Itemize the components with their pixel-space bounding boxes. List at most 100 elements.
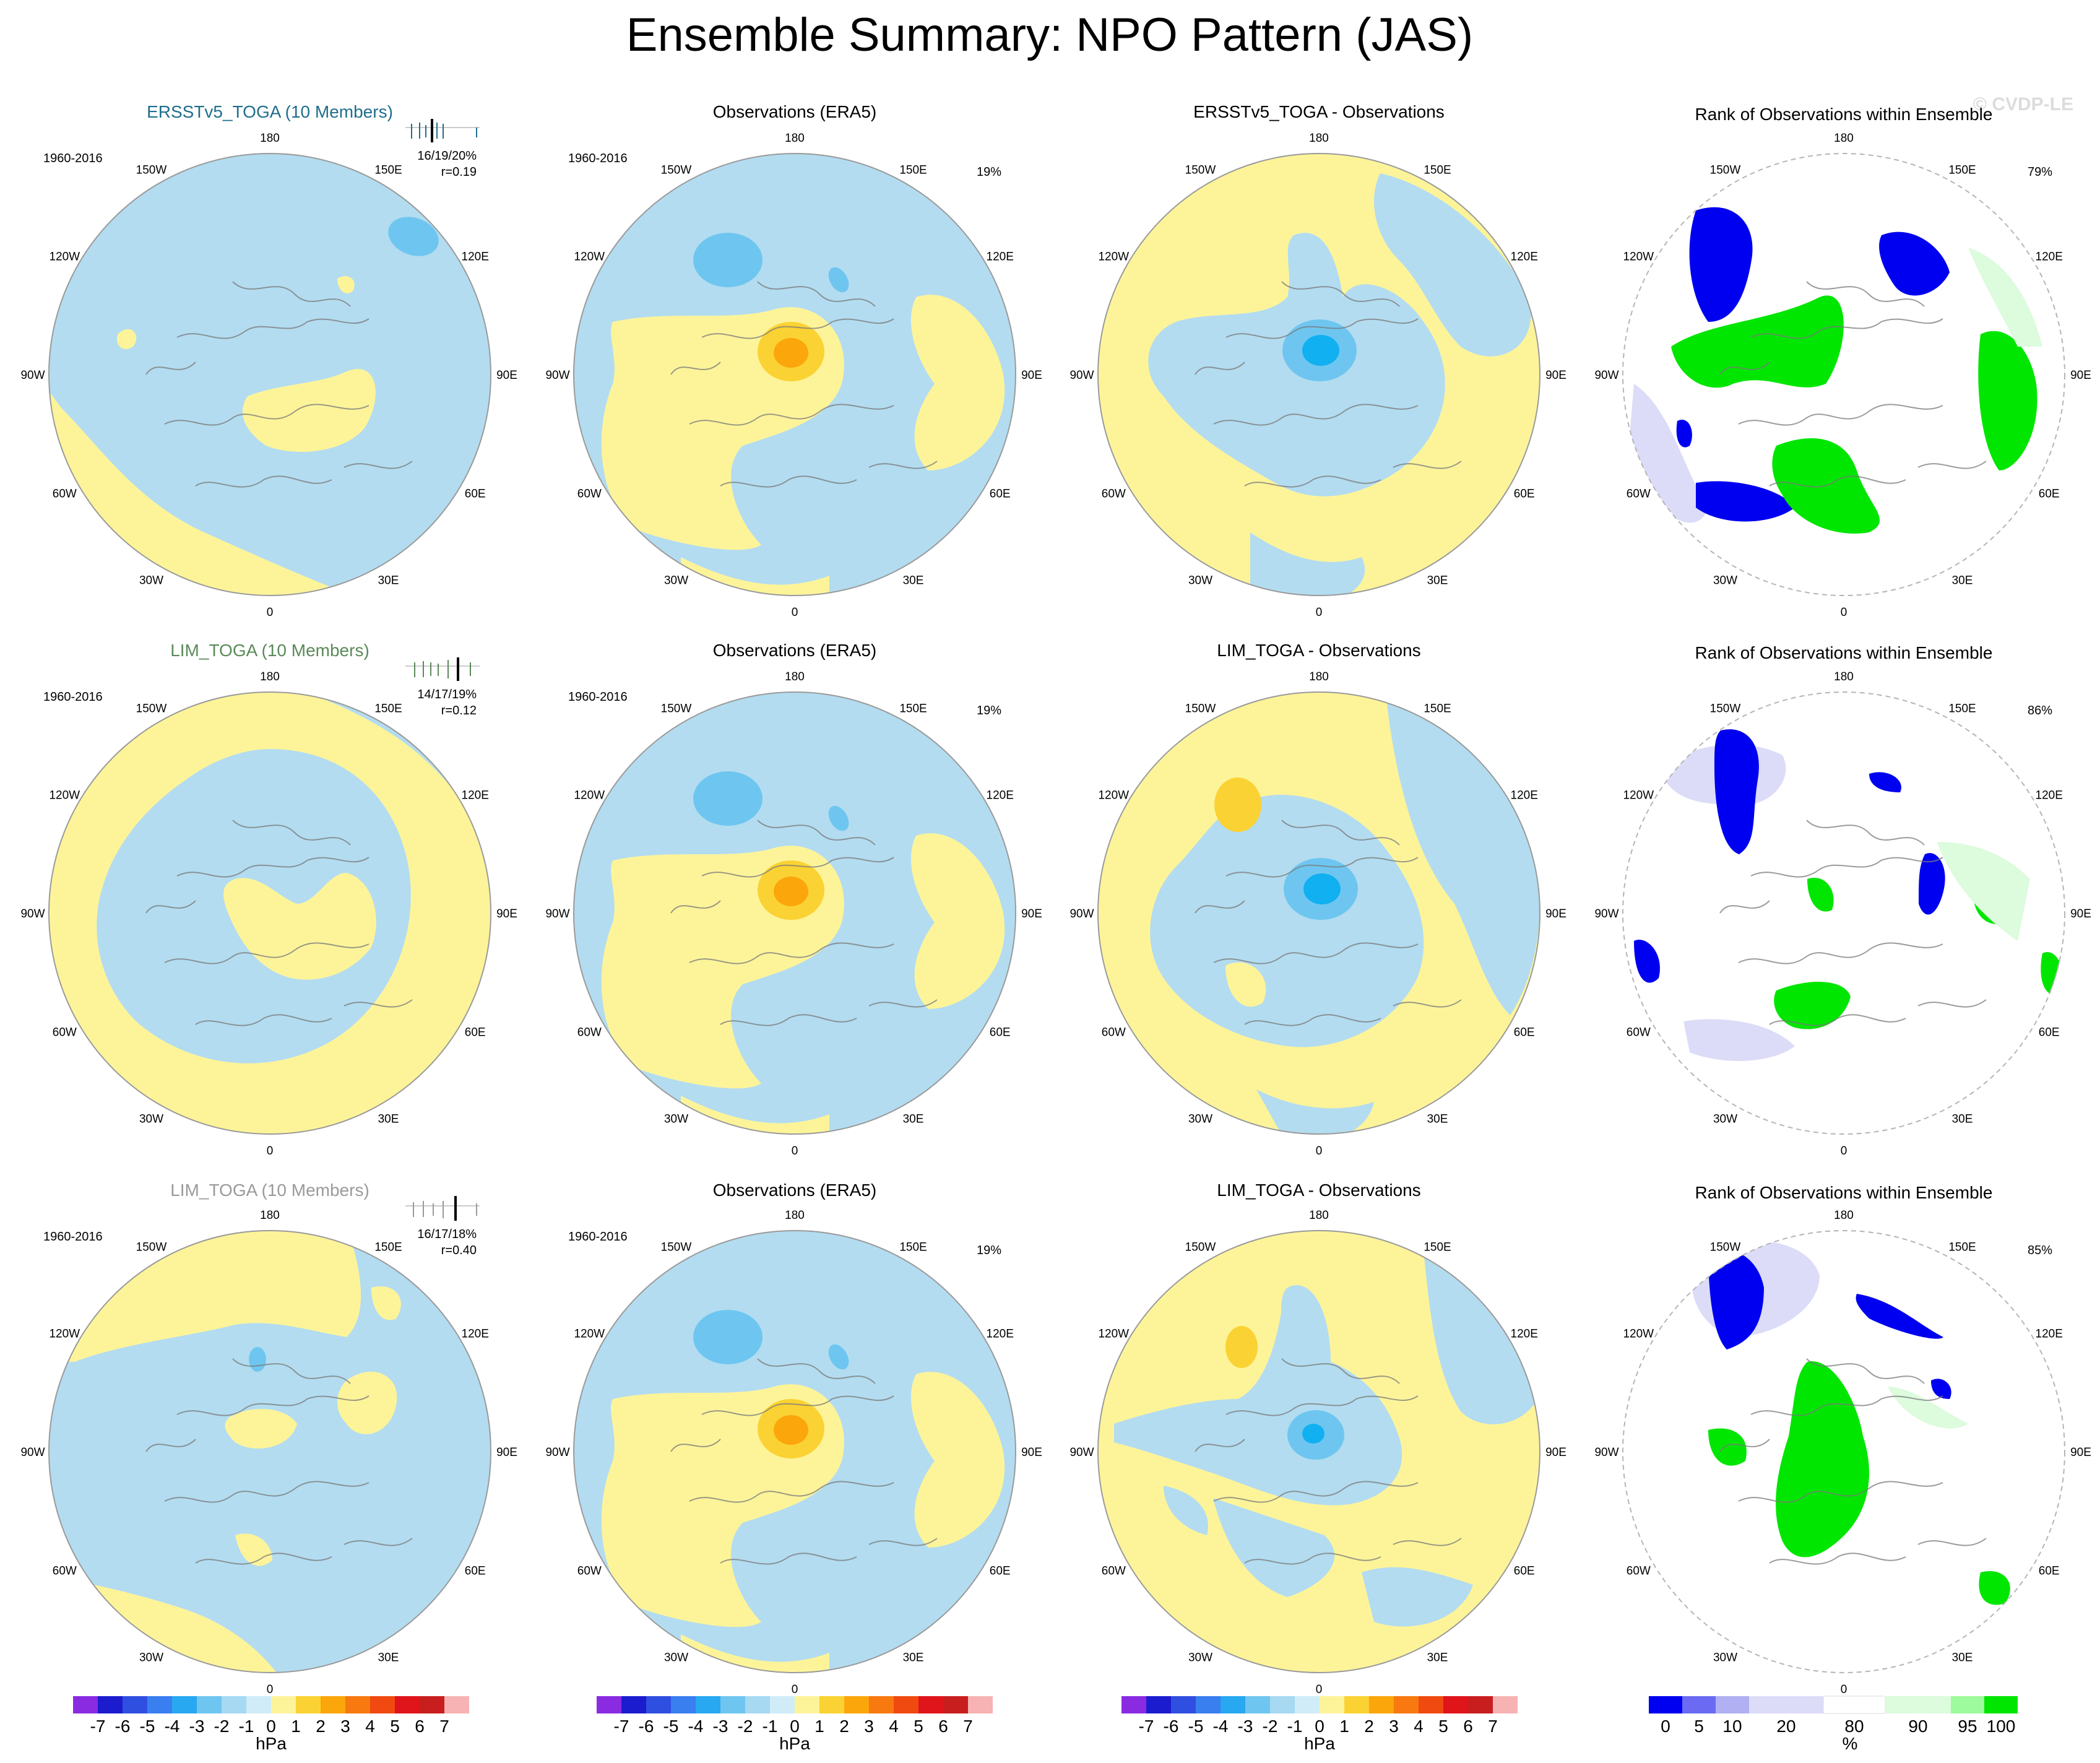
correlation-label: r=0.40 xyxy=(441,1244,477,1257)
longitude-label: 30E xyxy=(378,1113,399,1126)
colorbar-swatch xyxy=(869,1696,894,1713)
longitude-label: 180 xyxy=(1834,132,1854,145)
colorbar-units: hPa xyxy=(1304,1734,1335,1753)
longitude-label: 180 xyxy=(1309,670,1329,683)
longitude-label: 180 xyxy=(785,1209,805,1222)
longitude-label: 30W xyxy=(1188,574,1212,587)
watermark: © CVDP-LE xyxy=(1973,94,2073,115)
longitude-label: 120E xyxy=(1511,1328,1538,1341)
colorbar-swatch xyxy=(1270,1696,1295,1713)
member-ticks xyxy=(405,657,480,681)
longitude-label: 150W xyxy=(1710,163,1741,176)
longitude-label: 30E xyxy=(1952,1652,1973,1665)
colorbar-swatch xyxy=(370,1696,395,1713)
longitude-label: 120E xyxy=(2036,251,2063,264)
longitude-label: 0 xyxy=(267,1145,274,1158)
colorbar-tick-label: -1 xyxy=(763,1717,778,1736)
longitude-label: 150W xyxy=(1185,702,1216,715)
colorbar-tick-label: 1 xyxy=(815,1717,824,1736)
longitude-label: 60W xyxy=(1102,1026,1126,1039)
colorbar-swatch xyxy=(696,1696,720,1713)
colorbar-swatch xyxy=(1716,1696,1749,1713)
colorbar-tick-label: 5 xyxy=(390,1717,400,1736)
longitude-label: 30E xyxy=(1427,1652,1448,1665)
colorbar-swatch xyxy=(296,1696,321,1713)
longitude-labels: 180 150E 120E 90E 60E 30E 0 30W 60W 90W 120W 150W 18… xyxy=(20,132,2091,1696)
colorbar-tick-label: -2 xyxy=(214,1717,230,1736)
colorbar-swatch xyxy=(1295,1696,1320,1713)
longitude-label: 180 xyxy=(785,132,805,145)
period-label: 1960-2016 xyxy=(568,152,628,165)
colorbar-tick-label: -3 xyxy=(1238,1717,1253,1736)
longitude-label: 150E xyxy=(1948,163,1976,176)
colorbar-swatch xyxy=(98,1696,123,1713)
panel-title: LIM_TOGA - Observations xyxy=(1217,641,1420,660)
longitude-label: 150E xyxy=(1424,163,1451,176)
longitude-label: 60E xyxy=(990,1026,1011,1039)
colorbar-tick-label: 100 xyxy=(1987,1717,2016,1736)
longitude-label: 90E xyxy=(2070,907,2091,920)
longitude-label: 60E xyxy=(990,1565,1011,1578)
longitude-label: 150E xyxy=(374,1241,402,1254)
colorbar-swatch xyxy=(1649,1696,1682,1713)
longitude-label: 60W xyxy=(53,488,77,501)
longitude-label: 90E xyxy=(1545,907,1566,920)
member-ticks xyxy=(405,119,480,142)
panel-title: ERSSTv5_TOGA - Observations xyxy=(1193,102,1445,121)
colorbar-tick-label: 7 xyxy=(963,1717,973,1736)
map-panel: LIM_TOGA (10 Members) 1960-2016 14/17/19… xyxy=(43,641,491,1135)
longitude-label: 60W xyxy=(1627,1565,1651,1578)
panel-title: Observations (ERA5) xyxy=(713,102,877,121)
colorbar-tick-label: 6 xyxy=(1463,1717,1473,1736)
longitude-label: 120W xyxy=(49,1328,80,1341)
longitude-label: 60W xyxy=(577,1026,602,1039)
colorbar-swatch xyxy=(1344,1696,1369,1713)
longitude-label: 90W xyxy=(1594,907,1618,920)
colorbar-swatch xyxy=(147,1696,172,1713)
longitude-label: 180 xyxy=(1834,1209,1854,1222)
colorbar-tick-label: 0 xyxy=(1315,1717,1324,1736)
colorbar-tick-label: 6 xyxy=(938,1717,948,1736)
longitude-label: 150W xyxy=(1710,702,1741,715)
longitude-label: 120W xyxy=(1623,1328,1654,1341)
colorbar-swatch xyxy=(894,1696,918,1713)
colorbar-tick-label: 2 xyxy=(839,1717,849,1736)
longitude-label: 60W xyxy=(1102,488,1126,501)
map-panel: LIM_TOGA - Observations xyxy=(1097,1180,1540,1673)
correlation-label: r=0.12 xyxy=(441,704,477,717)
longitude-label: 30E xyxy=(1952,1113,1973,1126)
colorbar-swatch xyxy=(844,1696,869,1713)
colorbar-swatch xyxy=(1394,1696,1419,1713)
colorbar-swatch xyxy=(671,1696,696,1713)
longitude-label: 60E xyxy=(1514,488,1535,501)
colorbar-swatch xyxy=(770,1696,795,1713)
colorbar-swatch xyxy=(1171,1696,1196,1713)
colorbar-swatch xyxy=(1121,1696,1146,1713)
colorbar-tick-label: -4 xyxy=(165,1717,180,1736)
longitude-label: 0 xyxy=(1841,1683,1847,1696)
colorbar-tick-label: 20 xyxy=(1776,1717,1795,1736)
colorbar-swatch xyxy=(1369,1696,1394,1713)
colorbar-swatch xyxy=(444,1696,469,1713)
colorbar-tick-label: -2 xyxy=(738,1717,753,1736)
longitude-label: 30W xyxy=(664,1652,688,1665)
longitude-label: 150E xyxy=(899,1241,927,1254)
longitude-label: 180 xyxy=(1309,132,1329,145)
longitude-label: 90E xyxy=(1021,369,1042,382)
stats-label: 19% xyxy=(977,704,1001,717)
figure-title: Ensemble Summary: NPO Pattern (JAS) xyxy=(626,9,1473,61)
colorbar-tick-label: -1 xyxy=(1287,1717,1303,1736)
panel-title: Rank of Observations within Ensemble xyxy=(1695,105,1993,124)
longitude-label: 120W xyxy=(574,251,605,264)
longitude-label: 90W xyxy=(20,369,45,382)
correlation-label: r=0.19 xyxy=(441,165,477,179)
stats-label: 16/19/20% xyxy=(417,149,477,163)
panel-title: LIM_TOGA (10 Members) xyxy=(170,1180,369,1200)
longitude-label: 30E xyxy=(378,574,399,587)
longitude-label: 90W xyxy=(545,1446,569,1459)
period-label: 1960-2016 xyxy=(43,1230,103,1244)
colorbar-swatch xyxy=(1493,1696,1518,1713)
longitude-label: 30W xyxy=(1188,1113,1212,1126)
longitude-label: 30E xyxy=(1952,574,1973,587)
longitude-label: 0 xyxy=(792,1145,798,1158)
